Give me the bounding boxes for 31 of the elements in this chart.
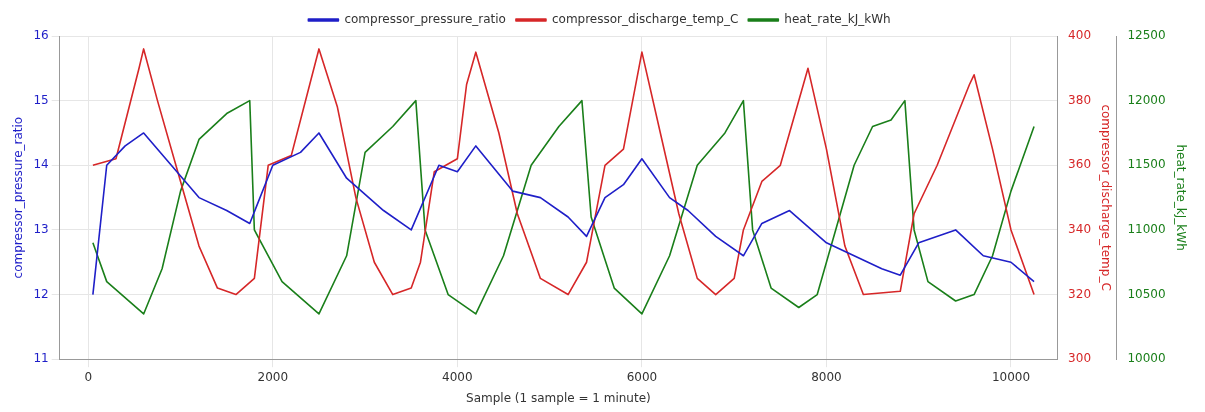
y2-tick-label: 300 [1068, 351, 1092, 366]
x-tick-label: 2000 [257, 369, 289, 384]
y-tick-label: 14 [33, 157, 49, 172]
x-tick-label: 6000 [626, 369, 658, 384]
x-axis-title: Sample (1 sample = 1 minute) [466, 390, 651, 405]
y-tick-label: 11 [33, 351, 49, 366]
y-tick-label: 12 [33, 286, 49, 301]
y-tick-label: 15 [33, 92, 49, 107]
legend-label: compressor_pressure_ratio [344, 12, 506, 27]
y-axis-title: compressor_pressure_ratio [11, 116, 26, 279]
legend-label: compressor_discharge_temp_C [551, 12, 739, 27]
legend-label: heat_rate_kJ_kWh [784, 12, 891, 27]
y3-tick-label: 11500 [1127, 157, 1166, 172]
y2-tick-label: 400 [1068, 28, 1092, 43]
y2-tick-label: 360 [1068, 157, 1092, 172]
y3-axis-title: heat_rate_kJ_kWh [1173, 144, 1188, 251]
y3-tick-label: 10000 [1127, 351, 1166, 366]
y-tick-label: 16 [33, 28, 49, 43]
y3-tick-label: 10500 [1127, 286, 1166, 301]
x-tick-label: 8000 [811, 369, 842, 384]
y2-tick-label: 320 [1068, 286, 1092, 301]
y2-axis-title: compressor_discharge_temp_C [1099, 104, 1114, 291]
y3-tick-label: 12500 [1127, 28, 1166, 43]
y3-tick-label: 11000 [1127, 222, 1166, 237]
x-tick-label: 10000 [991, 369, 1031, 384]
x-tick-label: 4000 [442, 369, 473, 384]
x-tick-label: 0 [84, 369, 93, 384]
y-tick-label: 13 [33, 222, 49, 237]
y2-tick-label: 340 [1068, 222, 1092, 237]
y2-tick-label: 380 [1068, 92, 1092, 107]
y3-tick-label: 12000 [1127, 92, 1166, 107]
